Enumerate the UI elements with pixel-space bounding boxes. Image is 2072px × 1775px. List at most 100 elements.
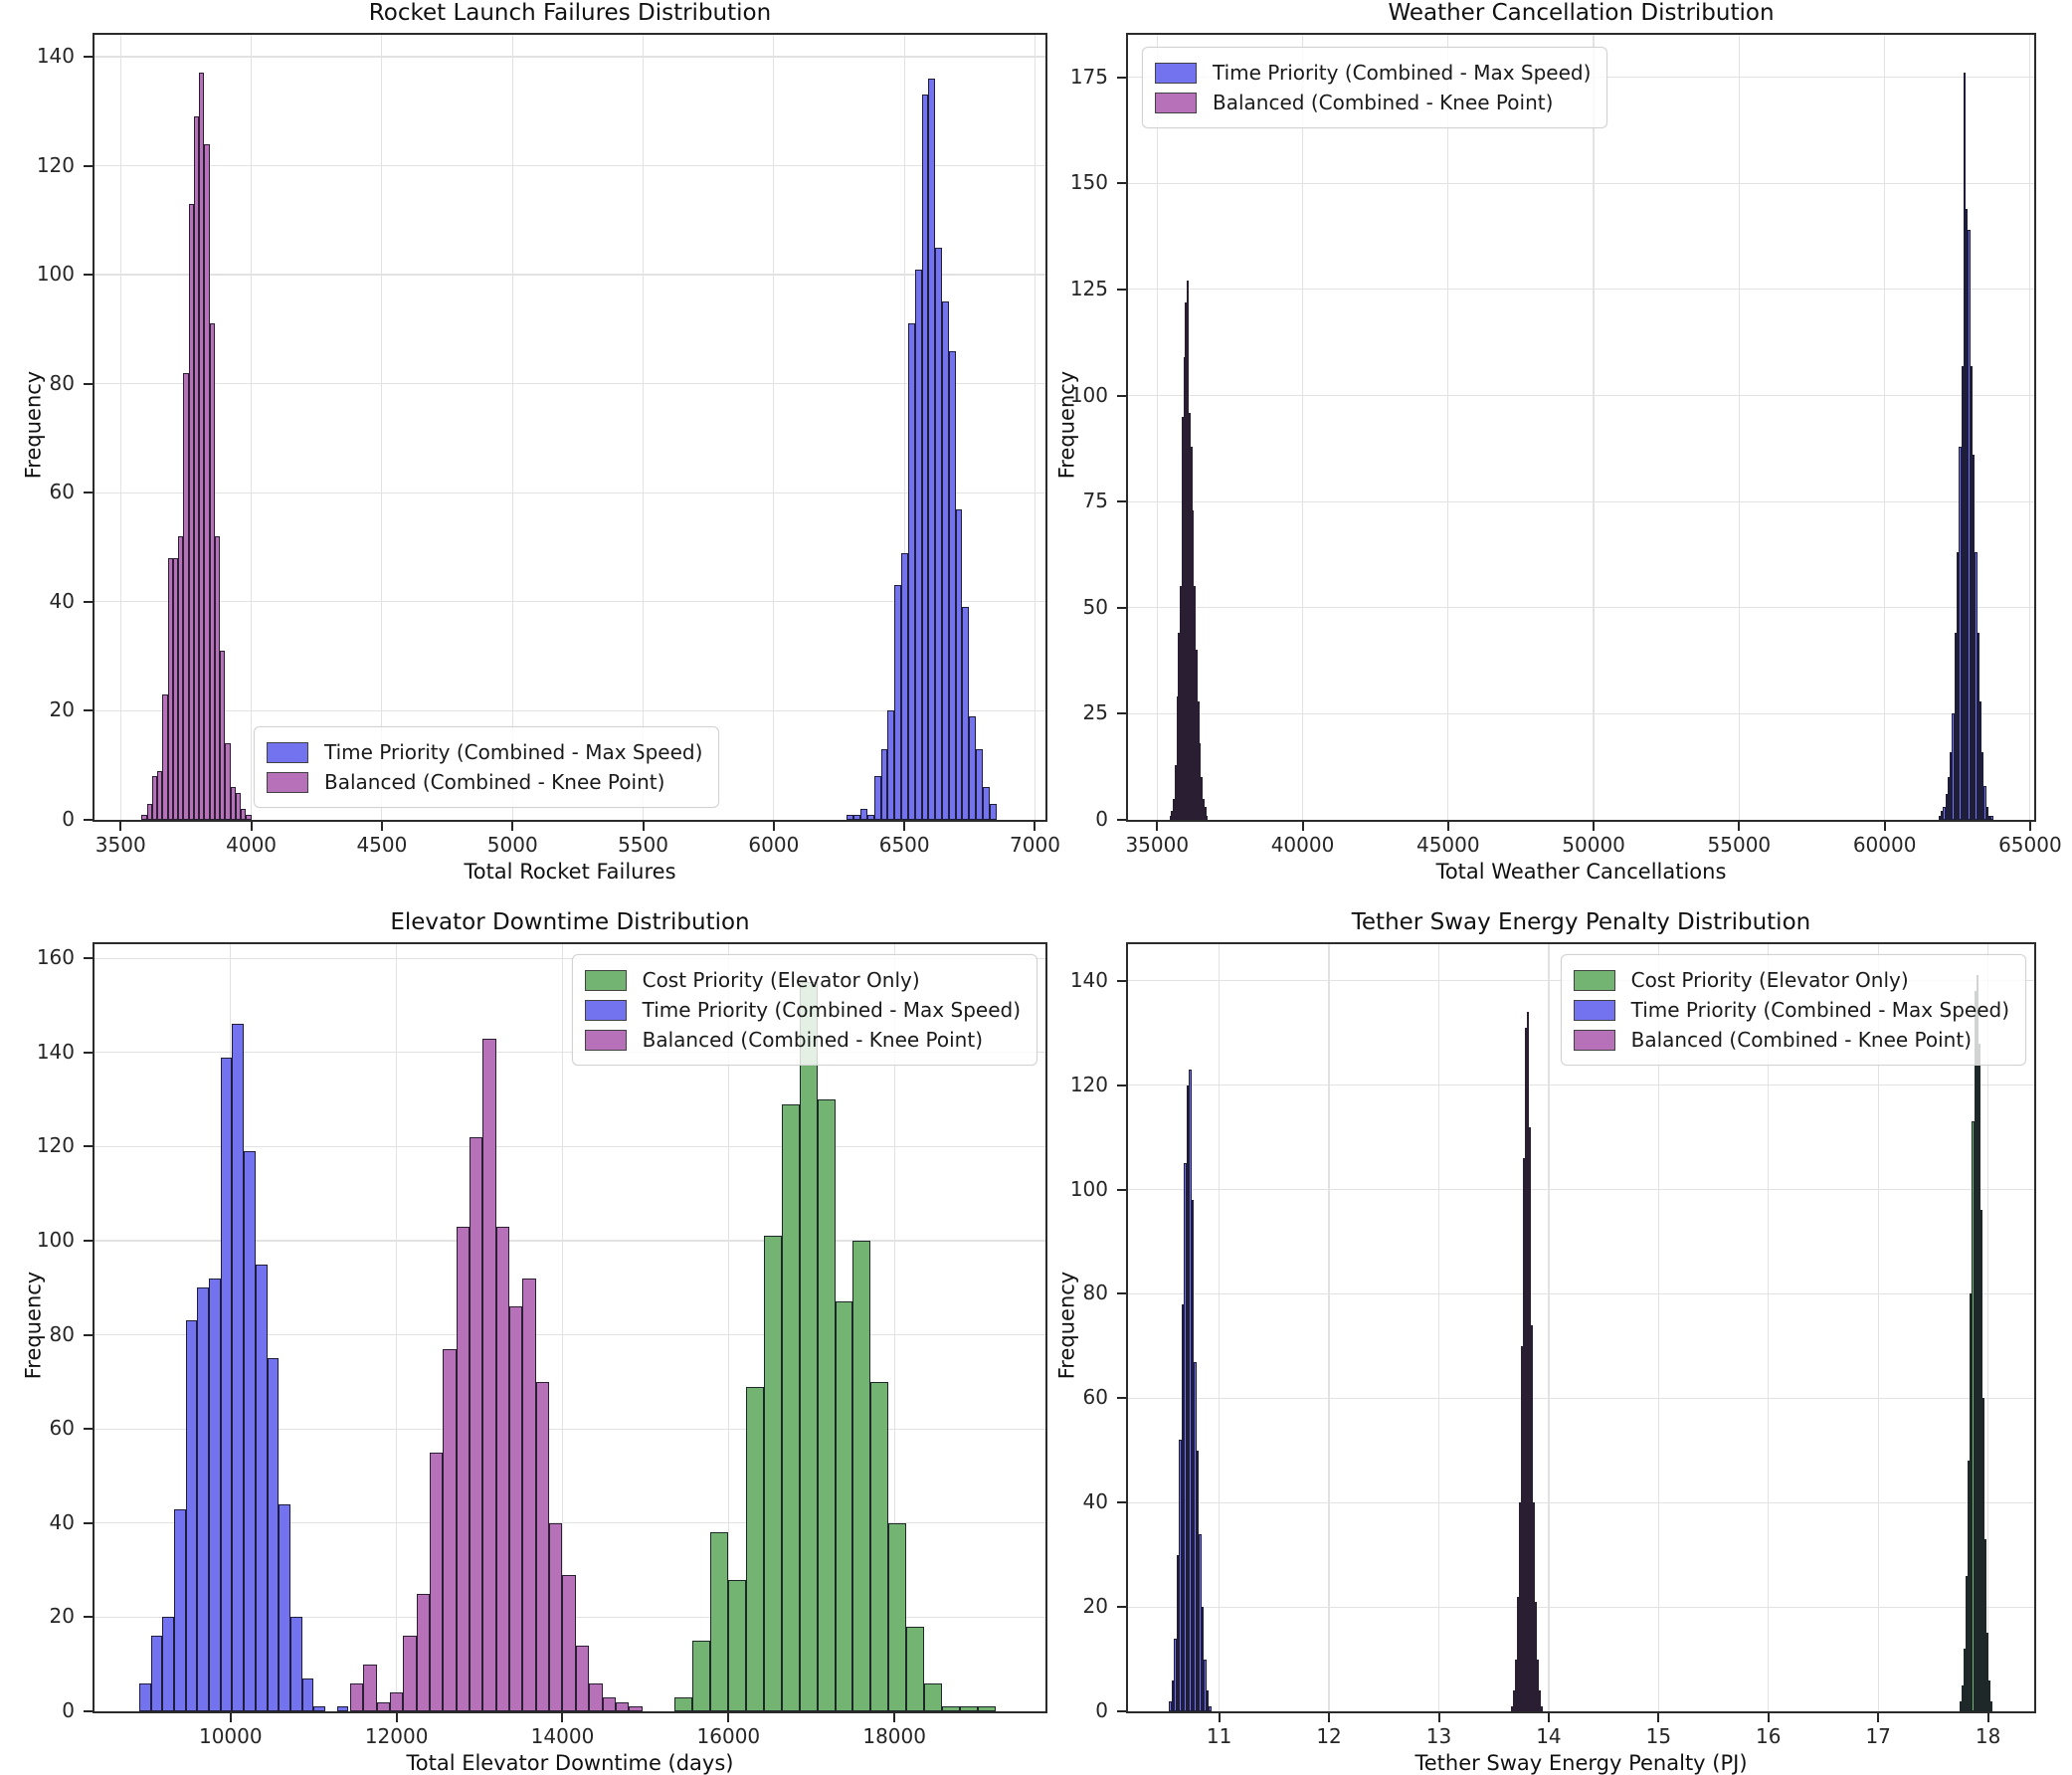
grid-line-horizontal [94, 383, 1045, 385]
y-axis-tick [1117, 712, 1126, 715]
grid-line-horizontal [94, 957, 1045, 959]
histogram-bar [727, 1579, 746, 1711]
histogram-bar [1528, 1126, 1531, 1711]
histogram-bar [235, 792, 242, 820]
y-tick-label: 80 [49, 1321, 75, 1346]
grid-line-vertical [1987, 944, 1989, 1711]
histogram-bar [1938, 815, 1942, 820]
plot-area [1126, 33, 2036, 822]
x-tick-label: 17 [1865, 1724, 1891, 1748]
legend-label: Balanced (Combined - Knee Point) [1630, 1028, 1972, 1052]
y-tick-label: 20 [49, 697, 75, 722]
y-tick-label: 40 [49, 588, 75, 613]
legend-swatch [1573, 1029, 1615, 1051]
legend-swatch [1573, 999, 1615, 1021]
histogram-bar [935, 247, 942, 820]
grid-line-vertical [1301, 35, 1304, 820]
x-axis-tick [119, 822, 122, 831]
legend-item: Balanced (Combined - Knee Point) [1573, 1028, 2009, 1052]
histogram-bar [1194, 586, 1197, 820]
histogram-bar [1206, 815, 1209, 820]
y-axis-tick [84, 1051, 93, 1054]
legend-item: Time Priority (Combined - Max Speed) [1573, 998, 2009, 1022]
histogram-bar [1524, 1027, 1527, 1711]
y-axis-tick [84, 709, 93, 712]
y-tick-label: 100 [1069, 1176, 1108, 1201]
y-tick-label: 50 [1082, 594, 1108, 619]
y-tick-label: 60 [1082, 1385, 1108, 1410]
y-axis-tick [84, 1428, 93, 1431]
histogram-bar [1970, 1293, 1973, 1711]
histogram-bar [167, 558, 173, 820]
grid-line-horizontal [94, 1052, 1045, 1054]
grid-line-horizontal [94, 164, 1045, 167]
histogram-bar [960, 1706, 978, 1711]
y-axis-tick [84, 1710, 93, 1712]
histogram-bar [1963, 73, 1967, 820]
x-tick-label: 5000 [486, 833, 538, 857]
histogram-bar [209, 323, 215, 820]
histogram-bar [241, 809, 247, 820]
x-axis-tick [642, 822, 645, 831]
x-axis-tick [1767, 1713, 1770, 1722]
y-tick-label: 125 [1069, 276, 1108, 300]
y-axis-label: Frequency [21, 370, 45, 479]
grid-line-horizontal [94, 1616, 1045, 1618]
histogram-bar [1954, 633, 1957, 820]
histogram-bar [1964, 1649, 1967, 1711]
histogram-bar [1514, 1659, 1517, 1711]
histogram-bar [267, 1358, 280, 1711]
histogram-bar [1197, 700, 1200, 820]
grid-line-horizontal [1128, 1606, 2034, 1608]
grid-line-horizontal [1128, 182, 2034, 184]
histogram-bar [575, 1645, 590, 1711]
legend-label: Time Priority (Combined - Max Speed) [642, 998, 1021, 1022]
histogram-bar [255, 1264, 268, 1711]
histogram-bar [1174, 1638, 1177, 1711]
histogram-bar [193, 116, 200, 820]
x-tick-label: 16000 [696, 1724, 761, 1748]
histogram-bar [1171, 811, 1174, 820]
grid-line-horizontal [1128, 77, 2034, 79]
histogram-bar [924, 1682, 943, 1711]
histogram-bar [1520, 1345, 1523, 1711]
histogram-bar [1181, 416, 1184, 820]
histogram-bar [363, 1664, 377, 1711]
histogram-bar [162, 693, 168, 820]
y-axis-tick [1117, 1292, 1126, 1295]
y-tick-label: 120 [36, 152, 75, 177]
y-tick-label: 150 [1069, 170, 1108, 195]
histogram-bar [866, 814, 874, 820]
grid-line-horizontal [94, 1522, 1045, 1524]
y-tick-label: 100 [36, 262, 75, 287]
histogram-bar [535, 1381, 550, 1711]
histogram-bar [482, 1038, 496, 1711]
histogram-bar [589, 1682, 603, 1711]
y-axis-tick [84, 55, 93, 58]
legend-swatch [1155, 62, 1197, 84]
histogram-bar [1975, 552, 1978, 820]
legend-item: Balanced (Combined - Knee Point) [267, 770, 702, 794]
x-axis-tick [1738, 822, 1741, 831]
histogram-bar [602, 1696, 616, 1711]
legend-anchor: Time Priority (Combined - Max Speed) Bala… [93, 33, 1047, 822]
histogram-bar [1191, 1200, 1195, 1711]
grid-line-vertical [230, 944, 232, 1711]
y-tick-label: 140 [36, 1039, 75, 1064]
y-axis-tick [84, 382, 93, 385]
histogram-bar [183, 372, 189, 820]
legend-item: Balanced (Combined - Knee Point) [1155, 91, 1591, 114]
histogram-bar [1186, 1085, 1190, 1711]
legend-anchor: Cost Priority (Elevator Only) Time Priori… [93, 942, 1047, 1713]
grid-line-vertical [119, 35, 121, 820]
legend-anchor: Time Priority (Combined - Max Speed) Bala… [1126, 33, 2036, 822]
legend-label: Cost Priority (Elevator Only) [642, 968, 920, 992]
histogram-bar [301, 1677, 314, 1711]
x-axis-label: Tether Sway Energy Penalty (PJ) [1414, 1751, 1748, 1775]
x-axis-tick [903, 822, 906, 831]
histogram-bar [1952, 713, 1955, 820]
x-tick-label: 60000 [1852, 833, 1917, 857]
histogram-bar [1202, 798, 1205, 820]
grid-line-horizontal [1128, 607, 2034, 609]
grid-line-horizontal [94, 709, 1045, 711]
